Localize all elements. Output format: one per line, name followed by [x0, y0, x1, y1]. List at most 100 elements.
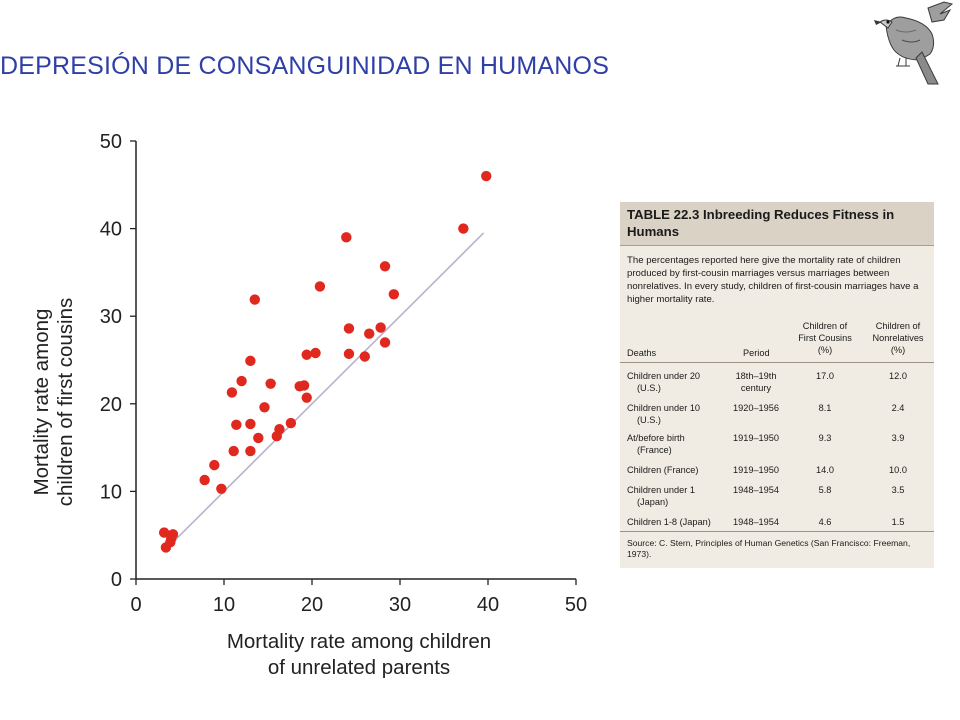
cell-deaths-line: (Japan) — [637, 497, 669, 507]
x-tick-label: 40 — [477, 594, 499, 616]
table-title: TABLE 22.3 Inbreeding Reduces Fitness in… — [620, 202, 934, 246]
y-tick-label: 20 — [100, 394, 122, 416]
y-tick-label: 30 — [100, 306, 122, 328]
data-point — [298, 380, 310, 391]
data-point — [265, 378, 276, 389]
y-tick-label: 10 — [100, 481, 122, 503]
inbreeding-table: TABLE 22.3 Inbreeding Reduces Fitness in… — [620, 202, 934, 568]
cell-deaths: At/before birth (France) — [627, 432, 685, 456]
cell-nonrelatives: 2.4 — [891, 403, 905, 413]
slide-title: DEPRESIÓN DE CONSANGUINIDAD EN HUMANOS — [0, 52, 610, 80]
header-first-cousins: Children of First Cousins (%) — [790, 320, 860, 356]
cell-deaths-line: (U.S.) — [637, 415, 661, 425]
cell-period-line: 1919–1950 — [733, 465, 779, 475]
cell-deaths-line: (France) — [637, 445, 672, 455]
table-description: The percentages reported here give the m… — [627, 255, 919, 305]
data-point — [341, 232, 352, 243]
cell-period: 1948–1954 — [724, 516, 788, 528]
data-point — [301, 392, 312, 403]
data-point — [364, 328, 375, 339]
cell-nonrelatives: 1.5 — [891, 517, 905, 527]
data-point — [209, 459, 220, 471]
cell-first-cousins: 5.8 — [818, 485, 832, 495]
cell-period-line: 18th–19th — [735, 371, 777, 381]
y-axis-label-line2: children of first cousins — [54, 298, 77, 507]
header-nonrelatives-line2: Nonrelatives — [872, 333, 924, 343]
cell-first-cousins: 4.6 — [818, 517, 832, 527]
data-point — [285, 417, 297, 429]
data-point — [245, 445, 256, 457]
table-title-line2: Humans — [627, 224, 680, 239]
y-tick-label: 50 — [100, 131, 122, 153]
cell-deaths: Children 1-8 (Japan) — [627, 516, 711, 528]
header-period: Period — [743, 348, 770, 358]
cell-first-cousins: 8.1 — [818, 403, 832, 413]
cell-period: 18th–19th century — [724, 370, 788, 394]
data-point — [379, 337, 391, 348]
cell-period: 1919–1950 — [724, 464, 788, 476]
cell-nonrelatives: 3.5 — [891, 485, 905, 495]
cell-deaths-line: Children 1-8 (Japan) — [627, 517, 711, 527]
cell-first-cousins: 17.0 — [816, 371, 834, 381]
data-point — [245, 355, 256, 367]
header-first-cousins-line3: (%) — [817, 345, 833, 355]
header-nonrelatives-line1: Children of — [875, 321, 921, 331]
cell-deaths-line: At/before birth — [627, 433, 685, 443]
y-tick-label: 40 — [100, 219, 122, 241]
cell-deaths: Children under 10 (U.S.) — [627, 402, 700, 426]
equal-mortality-line — [166, 232, 485, 549]
cell-deaths-line: Children under 20 — [627, 371, 701, 381]
cell-period: 1920–1956 — [724, 402, 788, 414]
x-tick-label: 30 — [389, 594, 411, 616]
cell-deaths: Children under 1 (Japan) — [627, 484, 695, 508]
data-point — [199, 474, 210, 486]
cell-nonrelatives: 3.9 — [891, 433, 905, 443]
x-tick-label: 0 — [130, 594, 141, 616]
data-point — [166, 533, 177, 544]
data-point — [226, 387, 238, 398]
data-point — [249, 294, 260, 305]
data-point — [216, 483, 227, 494]
x-tick-label: 20 — [301, 594, 323, 616]
table-divider — [620, 531, 934, 532]
cell-period-line: 1920–1956 — [733, 403, 779, 413]
table-title-line1: TABLE 22.3 Inbreeding Reduces Fitness in — [627, 207, 895, 222]
cell-deaths: Children (France) — [627, 464, 698, 476]
header-nonrelatives-line3: (%) — [890, 345, 906, 355]
cell-deaths-line: Children under 10 — [627, 403, 701, 413]
cell-deaths: Children under 20 (U.S.) — [627, 370, 700, 394]
data-point — [236, 375, 247, 387]
cell-nonrelatives: 12.0 — [889, 371, 907, 381]
cell-period-line: 1948–1954 — [733, 485, 779, 495]
mortality-scatter-chart: 0 10 20 30 40 50 0 10 20 30 40 50 Mortality rate am… — [30, 131, 587, 679]
data-point — [158, 527, 170, 538]
table-divider — [620, 362, 934, 363]
x-tick-label: 50 — [565, 594, 587, 616]
data-point — [310, 347, 321, 359]
y-axis-label-line1: Mortality rate among — [30, 309, 53, 496]
y-tick-label: 0 — [111, 569, 122, 591]
cell-first-cousins: 9.3 — [818, 433, 832, 443]
x-tick-label: 10 — [213, 594, 235, 616]
data-point — [274, 424, 285, 435]
cell-deaths-line: (U.S.) — [637, 383, 661, 393]
data-point — [388, 289, 400, 300]
header-first-cousins-line2: First Cousins — [798, 333, 852, 343]
data-point — [314, 281, 326, 292]
data-point — [259, 402, 270, 413]
header-nonrelatives: Children of Nonrelatives (%) — [865, 320, 931, 356]
data-point — [359, 351, 370, 362]
cell-period: 1948–1954 — [724, 484, 788, 496]
data-point — [375, 322, 386, 333]
data-point — [253, 432, 264, 444]
header-deaths: Deaths — [627, 348, 657, 358]
cell-period-line: 1919–1950 — [733, 433, 779, 443]
data-point — [481, 170, 492, 182]
cell-first-cousins: 14.0 — [816, 465, 834, 475]
header-first-cousins-line1: Children of — [802, 321, 848, 331]
x-axis-label-line1: Mortality rate among children — [227, 630, 491, 653]
cell-deaths-line: Children under 1 — [627, 485, 695, 495]
cell-period-line: 1948–1954 — [733, 517, 779, 527]
bird-illustration-icon — [874, 1, 954, 85]
data-point — [228, 445, 239, 457]
